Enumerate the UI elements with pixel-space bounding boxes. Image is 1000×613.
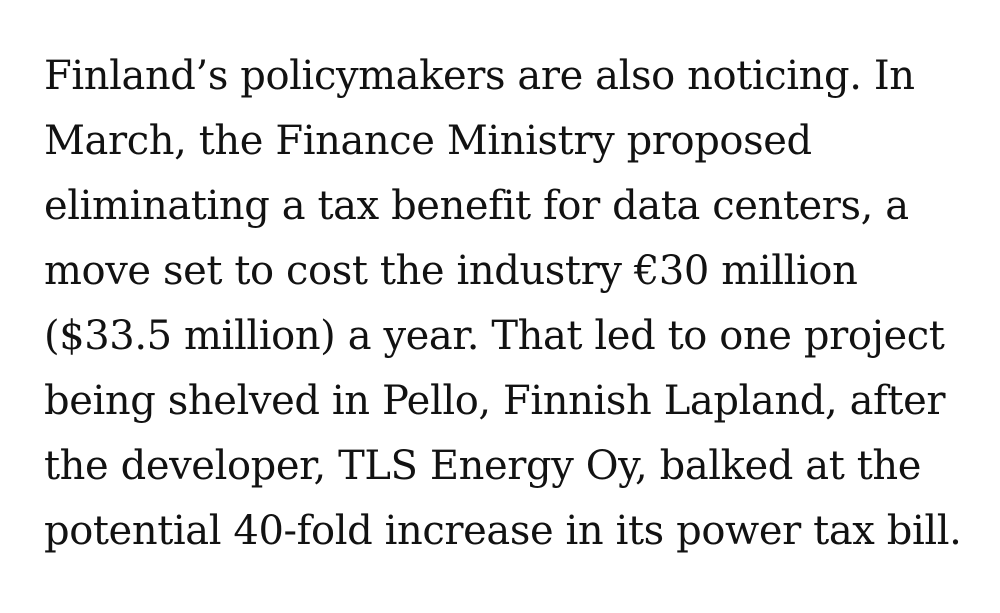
paragraph-line: March, the Finance Ministry proposed	[44, 118, 812, 164]
paragraph-line: move set to cost the industry €30 millio…	[44, 248, 858, 294]
article-paragraph: Finland’s policymakers are also noticing…	[44, 44, 984, 564]
paragraph-line: Finland’s policymakers are also noticing…	[44, 53, 915, 99]
paragraph-line: being shelved in Pello, Finnish Lapland,…	[44, 378, 946, 424]
paragraph-line: the developer, TLS Energy Oy, balked at …	[44, 443, 922, 489]
paragraph-line: ($33.5 million) a year. That led to one …	[44, 313, 945, 359]
paragraph-line: eliminating a tax benefit for data cente…	[44, 183, 909, 229]
paragraph-line: potential 40-fold increase in its power …	[44, 508, 962, 554]
